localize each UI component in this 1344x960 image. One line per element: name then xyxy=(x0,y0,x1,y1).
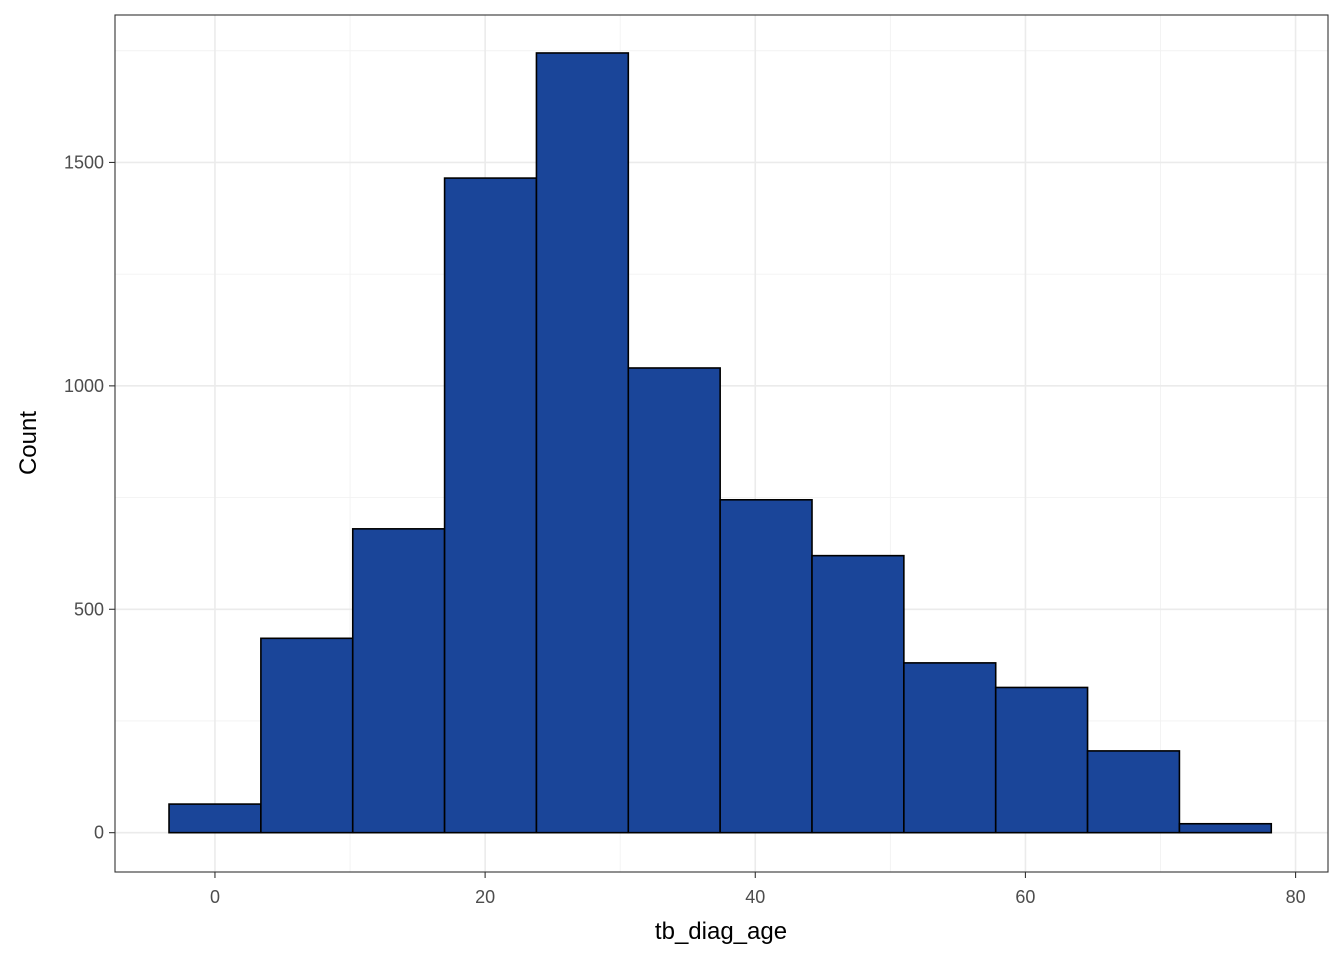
histogram-bar xyxy=(994,686,1089,834)
x-tick-label: 40 xyxy=(745,887,765,907)
histogram-bar xyxy=(443,177,538,834)
panel-border xyxy=(114,14,1329,873)
histogram-bars xyxy=(168,52,1273,834)
y-tick-label: 1500 xyxy=(64,152,104,172)
histogram-bar xyxy=(260,637,354,834)
histogram-bar xyxy=(903,662,997,834)
x-tick-label: 0 xyxy=(210,887,220,907)
histogram-bar xyxy=(1178,822,1273,834)
histogram-bar xyxy=(535,52,630,834)
x-tick-label: 80 xyxy=(1286,887,1306,907)
histogram-bar xyxy=(1086,750,1181,834)
histogram-bar xyxy=(351,528,446,834)
x-tick-label: 20 xyxy=(475,887,495,907)
histogram-bar xyxy=(811,554,905,834)
x-axis-ticks: 0 20 40 60 80 xyxy=(210,872,1306,907)
y-axis-ticks: 0 500 1000 1500 xyxy=(64,152,115,843)
histogram-bar xyxy=(719,498,813,834)
y-tick-label: 1000 xyxy=(64,376,104,396)
y-tick-label: 500 xyxy=(74,599,104,619)
x-tick-label: 60 xyxy=(1015,887,1035,907)
y-axis-title: Count xyxy=(15,411,42,475)
histogram-bar xyxy=(168,803,262,834)
histogram-bar xyxy=(627,367,721,834)
y-tick-label: 0 xyxy=(94,823,104,843)
x-axis-title: tb_diag_age xyxy=(655,918,787,945)
